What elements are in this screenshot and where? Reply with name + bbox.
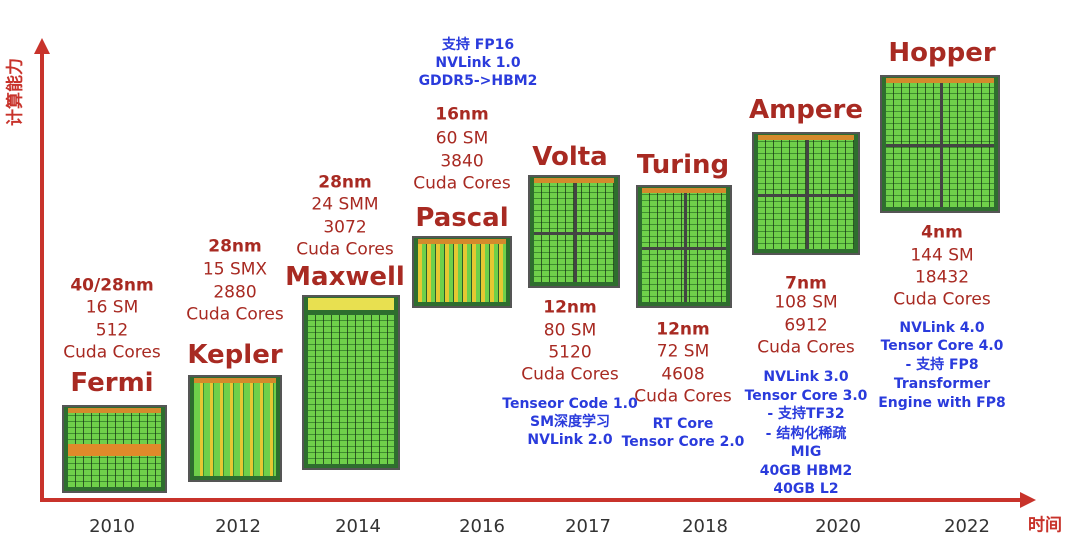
arch-name-fermi: Fermi [70,368,154,398]
arch-feature-volta: NVLink 2.0 [527,432,613,448]
arch-spec-pascal: 16nm [435,104,489,125]
arch-spec-hopper: 144 SM [910,245,974,266]
arch-spec-ampere: Cuda Cores [757,337,855,358]
arch-spec-fermi: 40/28nm [70,275,154,296]
arch-feature-ampere: - 结构化稀疏 [765,426,847,442]
die-diagram-hopper [880,75,1000,213]
x-tick-label: 2012 [215,516,261,537]
arch-feature-pascal: 支持 FP16 [441,37,515,53]
arch-name-pascal: Pascal [415,203,509,233]
arch-spec-turing: 12nm [656,319,710,340]
y-axis [40,50,44,502]
die-diagram-pascal [412,236,512,308]
die-diagram-volta [528,175,620,288]
arch-spec-maxwell: 24 SMM [311,194,379,215]
x-axis-arrow-icon [1020,492,1036,508]
arch-name-hopper: Hopper [888,38,996,68]
arch-spec-fermi: 512 [95,320,129,341]
arch-feature-ampere: 40GB L2 [773,481,839,497]
arch-spec-hopper: Cuda Cores [893,289,991,310]
y-axis-label: 计算能力 [5,58,26,126]
arch-spec-volta: 12nm [543,297,597,318]
arch-feature-hopper: - 支持 FP8 [905,357,979,373]
x-tick-label: 2010 [89,516,135,537]
arch-feature-hopper: Tensor Core 4.0 [880,338,1004,354]
arch-feature-volta: Tenseor Code 1.0 [502,396,638,412]
x-tick-label: 2016 [459,516,505,537]
arch-feature-ampere: NVLink 3.0 [763,369,849,385]
arch-name-turing: Turing [636,150,730,180]
x-tick-label: 2017 [565,516,611,537]
arch-spec-ampere: 7nm [785,273,827,294]
arch-feature-ampere: MIG [790,444,822,460]
arch-spec-kepler: 15 SMX [202,259,268,280]
y-axis-arrow-icon [34,38,50,54]
arch-spec-kepler: 2880 [213,282,257,303]
arch-spec-fermi: 16 SM [85,297,139,318]
arch-spec-volta: 80 SM [543,320,597,341]
die-diagram-ampere [752,132,860,255]
arch-spec-hopper: 4nm [921,222,963,243]
die-diagram-kepler [188,375,282,482]
arch-feature-hopper: Engine with FP8 [878,395,1006,411]
arch-feature-turing: RT Core [652,416,714,432]
arch-spec-maxwell: 28nm [318,172,372,193]
arch-feature-hopper: NVLink 4.0 [899,320,985,336]
arch-feature-turing: Tensor Core 2.0 [621,434,745,450]
arch-feature-ampere: 40GB HBM2 [759,463,853,479]
x-tick-label: 2022 [944,516,990,537]
arch-name-ampere: Ampere [749,95,863,125]
arch-feature-ampere: - 支持TF32 [767,406,845,422]
arch-spec-volta: 5120 [548,342,592,363]
die-diagram-fermi [62,405,167,493]
x-tick-label: 2014 [335,516,381,537]
arch-feature-pascal: NVLink 1.0 [435,55,521,71]
arch-spec-volta: Cuda Cores [521,364,619,385]
arch-feature-volta: SM深度学习 [529,414,611,430]
arch-feature-ampere: Tensor Core 3.0 [744,388,868,404]
arch-spec-pascal: 3840 [440,151,484,172]
arch-spec-turing: 4608 [661,364,705,385]
arch-name-volta: Volta [532,142,608,172]
arch-spec-pascal: Cuda Cores [413,173,511,194]
die-diagram-turing [636,185,732,308]
arch-feature-hopper: Transformer [893,376,991,392]
arch-spec-turing: 72 SM [656,341,710,362]
arch-name-maxwell: Maxwell [285,262,405,292]
arch-spec-hopper: 18432 [914,267,970,288]
x-tick-label: 2018 [682,516,728,537]
arch-name-kepler: Kepler [187,340,283,370]
arch-spec-kepler: Cuda Cores [186,304,284,325]
die-diagram-maxwell [302,295,400,470]
arch-feature-pascal: GDDR5->HBM2 [418,73,538,89]
arch-spec-kepler: 28nm [208,236,262,257]
arch-spec-ampere: 6912 [784,315,828,336]
x-axis-label: 时间 [1028,515,1062,536]
arch-spec-maxwell: Cuda Cores [296,239,394,260]
x-tick-label: 2020 [815,516,861,537]
arch-spec-maxwell: 3072 [323,217,367,238]
arch-spec-ampere: 108 SM [774,292,838,313]
arch-spec-pascal: 60 SM [435,128,489,149]
arch-spec-fermi: Cuda Cores [63,342,161,363]
arch-spec-turing: Cuda Cores [634,386,732,407]
x-axis [40,498,1024,502]
